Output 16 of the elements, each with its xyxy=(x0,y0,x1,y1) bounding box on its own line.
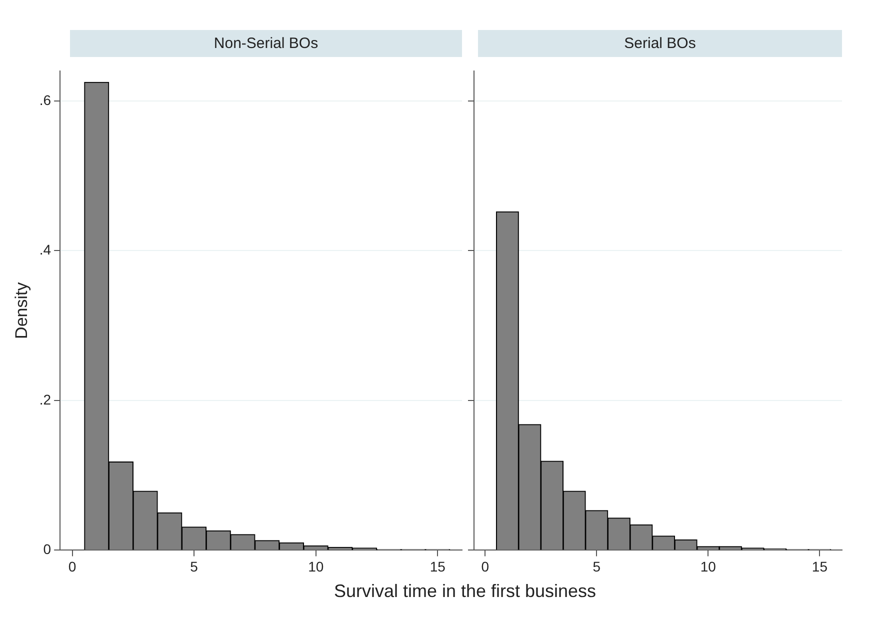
y-tick-label: 0 xyxy=(43,541,52,558)
x-tick-label: 0 xyxy=(481,558,490,574)
y-tick-label: .6 xyxy=(39,92,52,108)
x-tick-label: 10 xyxy=(700,558,716,574)
x-tick-label: 5 xyxy=(190,558,198,574)
x-tick-label: 15 xyxy=(812,558,828,574)
x-tick-label: 5 xyxy=(592,558,601,574)
y-tick-label: .4 xyxy=(39,242,52,258)
chart-title: Serial BOs xyxy=(478,30,842,57)
x-tick-label: 15 xyxy=(430,558,446,574)
chart-title: Non-Serial BOs xyxy=(70,30,462,57)
x-axis-title: Survival time in the first business xyxy=(332,581,598,602)
x-tick-label: 10 xyxy=(308,558,324,574)
y-axis-title: Density xyxy=(12,282,31,339)
x-tick-label: 0 xyxy=(68,558,76,574)
y-tick-label: .2 xyxy=(39,391,52,408)
